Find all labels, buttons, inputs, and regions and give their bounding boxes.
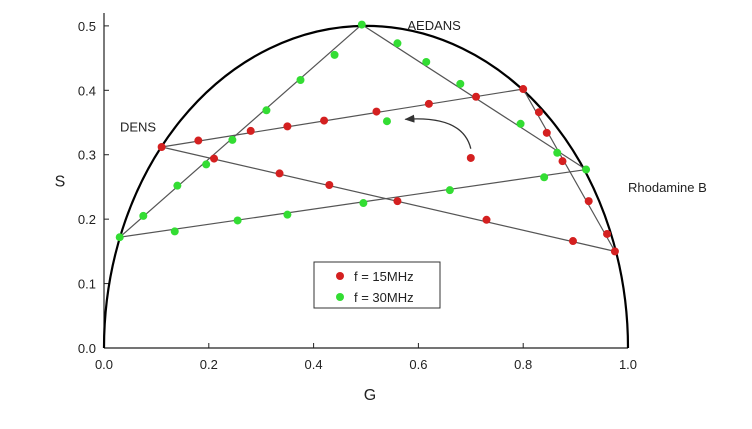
data-point-30mhz — [393, 39, 402, 48]
legend-label: f = 15MHz — [354, 269, 414, 284]
data-point-15mhz — [194, 136, 203, 145]
mixture-line — [119, 168, 587, 238]
data-point-15mhz — [610, 247, 619, 256]
data-point-15mhz — [325, 181, 334, 190]
x-tick-label: 0.8 — [514, 357, 532, 372]
data-point-30mhz — [139, 211, 148, 220]
x-axis-label: G — [364, 387, 376, 404]
data-point-30mhz — [445, 186, 454, 195]
data-point-15mhz — [424, 99, 433, 108]
data-point-15mhz — [275, 169, 284, 178]
data-point-15mhz — [542, 128, 551, 137]
y-tick-label: 0.1 — [78, 277, 96, 292]
data-point-15mhz — [157, 143, 166, 151]
data-point-30mhz — [359, 199, 368, 208]
legend-marker — [336, 293, 344, 301]
y-tick-label: 0.3 — [78, 148, 96, 163]
data-point-30mhz — [170, 227, 179, 236]
data-point-15mhz — [320, 116, 329, 125]
x-tick-label: 0.4 — [305, 357, 323, 372]
data-point-30mhz — [456, 79, 465, 88]
y-tick-label: 0.0 — [78, 341, 96, 356]
mixture-line — [119, 24, 363, 238]
data-point-15mhz — [283, 122, 292, 131]
legend-box — [313, 261, 441, 309]
y-axis-label: S — [55, 174, 66, 191]
data-point-30mhz — [382, 117, 391, 126]
y-tick-label: 0.4 — [78, 83, 96, 98]
data-point-15mhz — [210, 154, 219, 163]
data-point-30mhz — [516, 119, 525, 128]
data-point-15mhz — [568, 237, 577, 246]
data-point-15mhz — [482, 215, 491, 224]
data-point-30mhz — [233, 216, 242, 225]
mixture-line — [161, 88, 524, 148]
data-point-15mhz — [372, 107, 381, 116]
data-point-30mhz — [262, 106, 271, 115]
annotation-arrow — [404, 114, 472, 149]
legend-marker — [336, 272, 344, 280]
data-point-30mhz — [283, 210, 292, 219]
data-point-30mhz — [553, 148, 562, 157]
y-tick-label: 0.5 — [78, 19, 96, 34]
data-point-15mhz — [534, 108, 543, 117]
data-point-15mhz — [603, 229, 612, 238]
data-point-30mhz — [202, 160, 211, 169]
x-tick-label: 0.6 — [409, 357, 427, 372]
label-dens: DENS — [120, 120, 156, 135]
data-point-15mhz — [393, 197, 402, 206]
data-point-30mhz — [357, 20, 366, 29]
data-point-30mhz — [228, 135, 237, 144]
data-point-30mhz — [422, 57, 431, 66]
data-point-30mhz — [115, 233, 124, 242]
data-point-30mhz — [540, 173, 549, 182]
x-tick-label: 0.0 — [95, 357, 113, 372]
universal-semicircle — [102, 24, 630, 349]
data-point-15mhz — [246, 126, 255, 135]
data-point-30mhz — [330, 50, 339, 59]
x-tick-label: 0.2 — [200, 357, 218, 372]
data-point-15mhz — [584, 197, 593, 206]
x-tick-label: 1.0 — [619, 357, 637, 372]
data-point-15mhz — [472, 92, 481, 101]
data-point-15mhz — [558, 157, 567, 166]
data-point-15mhz — [519, 85, 528, 94]
y-tick-label: 0.2 — [78, 212, 96, 227]
data-point-30mhz — [582, 165, 591, 174]
data-point-15mhz — [466, 153, 475, 162]
legend-label: f = 30MHz — [354, 290, 414, 305]
label-rhodamine-b: Rhodamine B — [628, 180, 707, 195]
data-point-30mhz — [173, 181, 182, 190]
data-point-30mhz — [296, 76, 305, 84]
mixture-line — [161, 146, 616, 252]
label-aedans: AEDANS — [407, 18, 461, 33]
